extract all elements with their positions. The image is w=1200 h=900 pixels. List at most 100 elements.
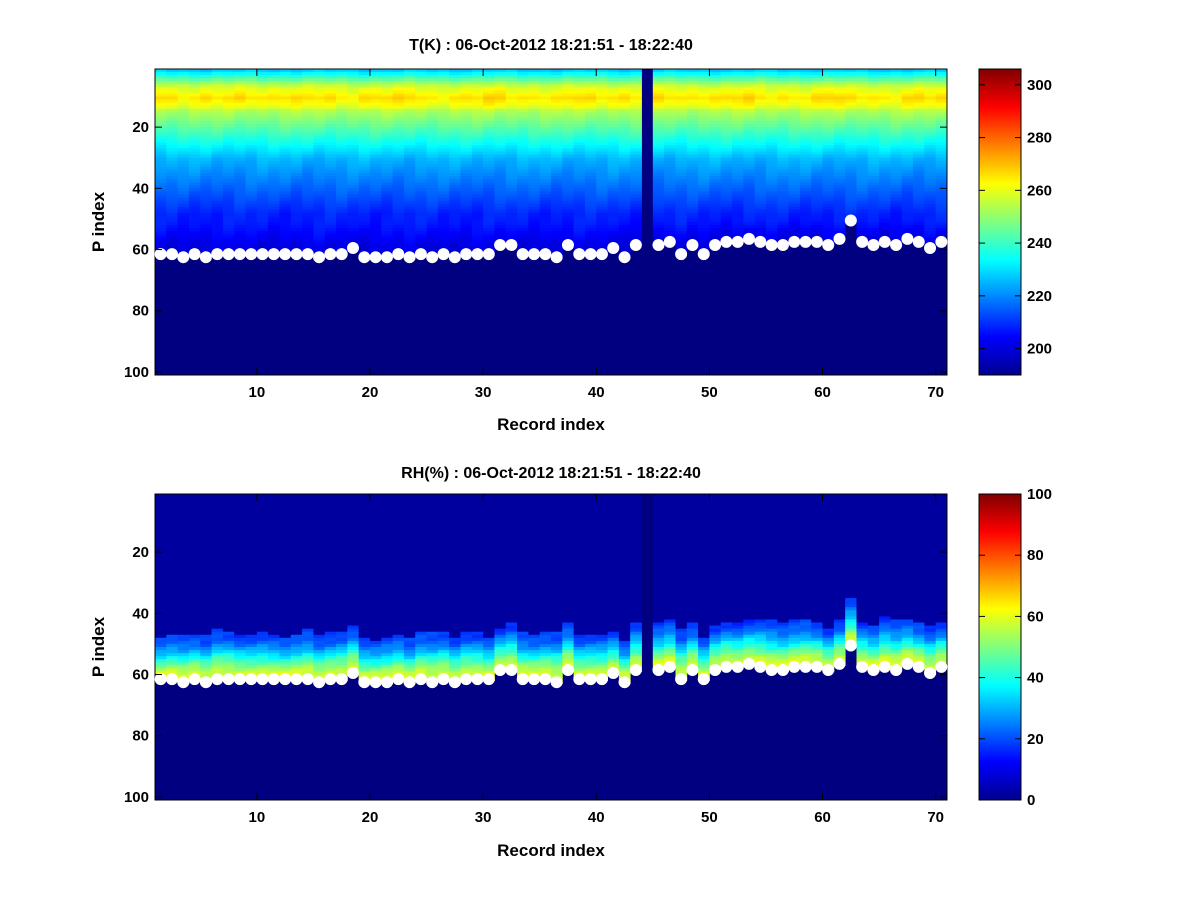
heatmap-cell <box>211 539 224 544</box>
heatmap-cell <box>788 124 801 128</box>
heatmap-cell <box>200 218 212 223</box>
heatmap-cell <box>256 665 269 669</box>
heatmap-cell <box>652 99 665 104</box>
heatmap-cell <box>166 631 179 636</box>
heatmap-cell <box>188 121 201 125</box>
heatmap-cell <box>211 549 224 553</box>
heatmap-cell <box>732 114 744 119</box>
surface-point <box>177 251 190 264</box>
heatmap-cell <box>426 93 439 97</box>
heatmap-cell <box>336 124 348 128</box>
heatmap-cell <box>188 570 201 574</box>
heatmap-cell <box>811 75 823 79</box>
heatmap-cell <box>211 228 224 232</box>
heatmap-cell <box>449 139 461 143</box>
heatmap-cell <box>822 166 835 171</box>
heatmap-cell <box>256 549 269 553</box>
heatmap-cell <box>155 218 167 223</box>
heatmap-cell <box>505 206 518 211</box>
heatmap-cell <box>358 114 371 119</box>
heatmap-cell <box>222 604 235 608</box>
heatmap-cell <box>720 148 733 153</box>
heatmap-cell <box>245 539 258 544</box>
heatmap-cell <box>302 222 314 226</box>
heatmap-cell <box>856 69 869 73</box>
heatmap-cell <box>369 200 382 205</box>
heatmap-cell <box>234 117 246 122</box>
heatmap-cell <box>618 240 631 244</box>
heatmap-cell <box>551 234 563 238</box>
heatmap-cell <box>324 154 337 159</box>
heatmap-cell <box>437 111 450 116</box>
heatmap-cell <box>596 163 608 168</box>
heatmap-cell <box>302 212 314 217</box>
heatmap-cell <box>743 127 756 131</box>
heatmap-cell <box>177 197 190 201</box>
heatmap-cell <box>449 148 461 153</box>
heatmap-cell <box>245 607 258 611</box>
heatmap-cell <box>788 166 801 171</box>
heatmap-cell <box>369 78 382 82</box>
heatmap-cell <box>268 570 280 574</box>
heatmap-cell <box>449 121 461 125</box>
heatmap-cell <box>449 240 461 244</box>
heatmap-cell <box>279 93 292 97</box>
heatmap-cell <box>313 90 326 94</box>
heatmap-cell <box>754 191 767 195</box>
heatmap-cell <box>845 102 857 107</box>
heatmap-cell <box>630 200 642 205</box>
heatmap-cell <box>336 222 348 226</box>
heatmap-cell <box>358 127 371 131</box>
heatmap-cell <box>268 591 280 596</box>
heatmap-cell <box>358 87 371 91</box>
heatmap-cell <box>177 148 190 153</box>
heatmap-cell <box>188 212 201 217</box>
heatmap-cell <box>268 503 280 507</box>
heatmap-cell <box>234 497 246 501</box>
heatmap-cell <box>426 145 439 149</box>
heatmap-cell <box>460 240 473 244</box>
surface-point <box>776 238 789 251</box>
heatmap-cell <box>517 200 529 205</box>
heatmap-cell <box>720 160 733 165</box>
heatmap-cell <box>336 176 348 180</box>
heatmap-cell <box>437 84 450 88</box>
heatmap-cell <box>200 87 212 91</box>
heatmap-cell <box>200 616 212 620</box>
heatmap-cell <box>336 78 348 82</box>
heatmap-cell <box>584 231 597 235</box>
surface-point <box>279 248 292 261</box>
heatmap-cell <box>381 93 393 97</box>
heatmap-cell <box>392 111 405 116</box>
heatmap-cell <box>573 179 586 183</box>
heatmap-cell <box>336 90 348 94</box>
heatmap-cell <box>279 200 292 205</box>
heatmap-cell <box>528 191 541 195</box>
heatmap-cell <box>234 536 246 541</box>
heatmap-cell <box>256 613 269 617</box>
heatmap-cell <box>901 151 914 156</box>
heatmap-cell <box>788 157 801 162</box>
heatmap-cell <box>765 197 778 201</box>
heatmap-cell <box>607 176 620 180</box>
heatmap-cell <box>618 179 631 183</box>
heatmap-cell <box>256 503 269 507</box>
heatmap-cell <box>222 625 235 630</box>
heatmap-cell <box>562 154 575 159</box>
heatmap-cell <box>494 145 507 149</box>
heatmap-cell <box>279 628 292 633</box>
heatmap-cell <box>811 96 823 100</box>
heatmap-cell <box>245 81 258 85</box>
heatmap-cell <box>403 87 416 91</box>
heatmap-cell <box>222 108 235 113</box>
heatmap-cell <box>765 108 778 113</box>
heatmap-cell <box>177 96 190 100</box>
heatmap-cell <box>483 203 495 208</box>
heatmap-cell <box>415 148 427 153</box>
y-tick-label: 100 <box>124 364 149 381</box>
heatmap-cell <box>177 209 190 214</box>
heatmap-cell <box>483 90 495 94</box>
heatmap-cell <box>211 234 224 238</box>
heatmap-cell <box>211 588 224 593</box>
heatmap-cell <box>822 96 835 100</box>
